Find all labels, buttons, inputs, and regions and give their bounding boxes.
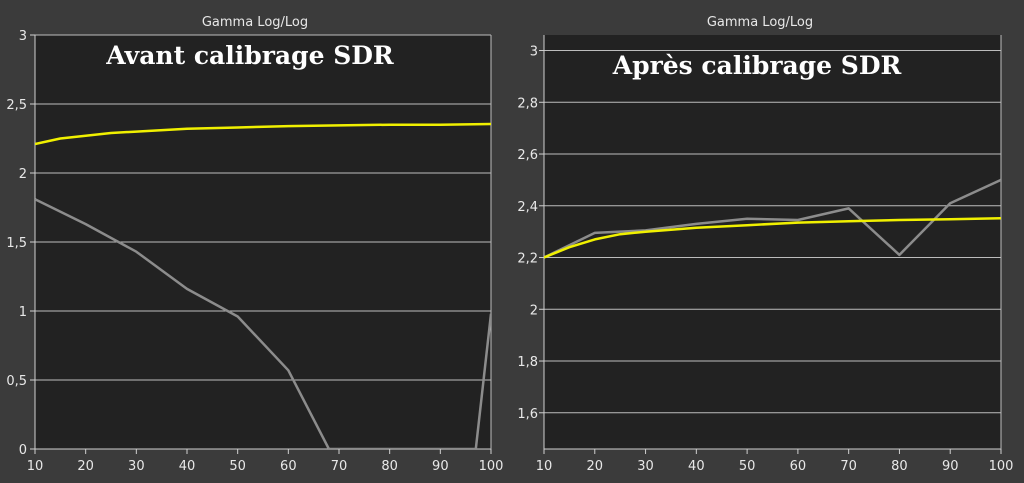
- chart-title-after: Gamma Log/Log: [707, 15, 813, 30]
- x-tick-label-after: 80: [891, 459, 908, 474]
- y-tick-label-after: 2,2: [517, 252, 538, 267]
- chart-after-svg: 1,6 1,8 2 2,2 2,4 2,6 2,8 3 10 20 30 40 50 60 70 80 90 10…: [517, 15, 1014, 474]
- plot-area-after: [544, 35, 1001, 449]
- chart-panel-after: 1,6 1,8 2 2,2 2,4 2,6 2,8 3 10 20 30 40 50 60 70 80 90 10…: [512, 0, 1024, 483]
- y-tick-label-before: 1,5: [6, 236, 27, 251]
- target-gamma-line-before: [35, 122, 491, 146]
- x-tick-label-after: 70: [840, 459, 857, 474]
- measured-gamma-line-before: [35, 198, 491, 449]
- x-tick-label-after: 60: [790, 459, 807, 474]
- chart-annotation-after: Après calibrage SDR: [612, 51, 902, 80]
- target-gamma-line-after: [544, 216, 1001, 259]
- y-tick-label-after: 2,4: [517, 200, 538, 215]
- chart-annotation-before: Avant calibrage SDR: [105, 41, 394, 70]
- y-tick-label-before: 2,5: [6, 98, 27, 113]
- x-tick-label-after: 40: [688, 459, 705, 474]
- y-tick-label-after: 3: [530, 45, 538, 60]
- x-tick-label-before: 80: [381, 459, 398, 474]
- y-tick-label-before: 0,5: [6, 374, 27, 389]
- x-tick-label-before: 60: [280, 459, 297, 474]
- x-tick-label-after: 100: [989, 459, 1014, 474]
- x-tick-label-before: 100: [479, 459, 504, 474]
- x-tick-label-before: 50: [229, 459, 246, 474]
- y-tick-label-before: 0: [19, 443, 27, 458]
- y-tick-label-before: 2: [19, 167, 27, 182]
- chart-before-svg: 0 0,5 1 1,5 2 2,5 3 10 20 30 40 50 60 70 80 90 100 Gamma …: [6, 15, 504, 474]
- y-tick-label-before: 1: [19, 305, 27, 320]
- x-tick-label-before: 30: [128, 459, 145, 474]
- y-tick-label-after: 2,6: [517, 148, 538, 163]
- x-tick-label-before: 20: [77, 459, 94, 474]
- x-tick-label-before: 10: [27, 459, 44, 474]
- y-tick-label-after: 1,6: [517, 407, 538, 422]
- x-tick-label-after: 30: [637, 459, 654, 474]
- chart-panel-before: 0 0,5 1 1,5 2 2,5 3 10 20 30 40 50 60 70 80 90 100 Gamma …: [6, 15, 504, 474]
- y-tick-label-before: 3: [19, 29, 27, 44]
- y-tick-label-after: 1,8: [517, 355, 538, 370]
- x-tick-label-before: 70: [331, 459, 348, 474]
- x-tick-label-after: 10: [536, 459, 553, 474]
- x-tick-label-after: 20: [587, 459, 604, 474]
- x-tick-label-before: 40: [179, 459, 196, 474]
- y-tick-label-after: 2: [530, 303, 538, 318]
- y-tick-label-after: 2,8: [517, 96, 538, 111]
- measured-gamma-line-after: [544, 178, 1001, 259]
- x-tick-label-after: 50: [739, 459, 756, 474]
- chart-title-before: Gamma Log/Log: [202, 15, 308, 30]
- x-tick-label-before: 90: [432, 459, 449, 474]
- x-tick-label-after: 90: [942, 459, 959, 474]
